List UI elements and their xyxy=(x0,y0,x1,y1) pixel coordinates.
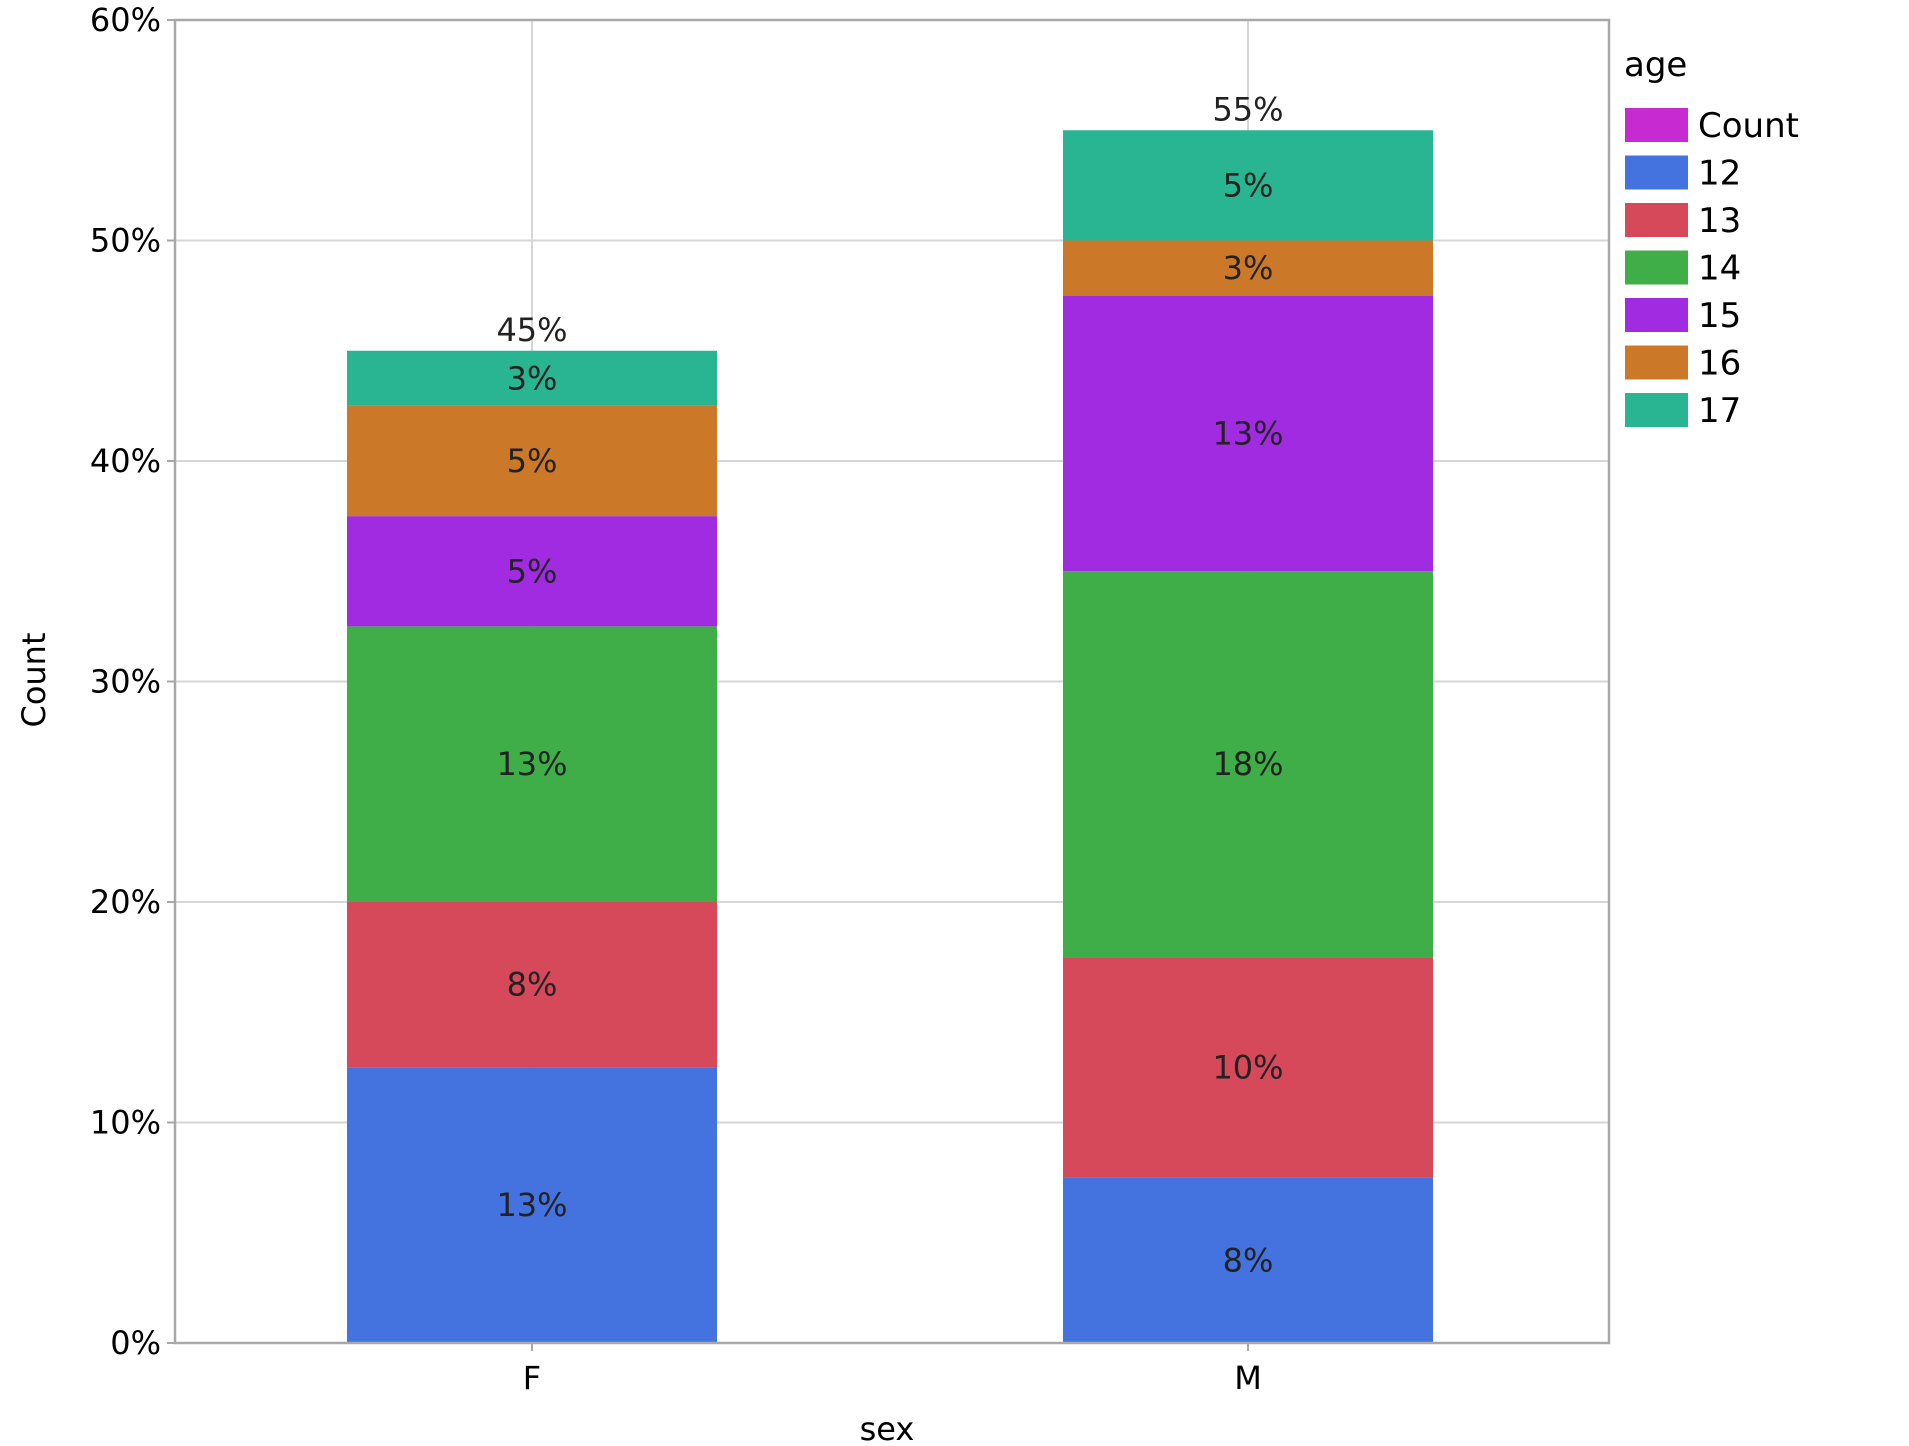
y-tick-label: 0% xyxy=(110,1324,161,1362)
bar-segment xyxy=(1063,571,1433,958)
segment-data-label: 3% xyxy=(1223,249,1274,287)
x-tick-label: F xyxy=(523,1359,541,1397)
x-tick-label: M xyxy=(1234,1359,1262,1397)
bar-segment xyxy=(1063,130,1433,241)
bar-segment xyxy=(347,405,717,517)
legend-label: 15 xyxy=(1698,296,1741,336)
bar-segment xyxy=(1063,957,1433,1178)
legend-label: 16 xyxy=(1698,344,1741,384)
legend-label: 14 xyxy=(1698,249,1741,289)
y-tick-label: 10% xyxy=(90,1104,161,1142)
y-tick-label: 50% xyxy=(90,222,161,260)
legend-swatch xyxy=(1625,250,1688,285)
bar-segment xyxy=(1063,1177,1433,1343)
y-tick-label: 40% xyxy=(90,442,161,480)
segment-data-label: 3% xyxy=(507,359,558,397)
bar-segment xyxy=(347,626,717,902)
legend-label: Count xyxy=(1698,106,1799,146)
segment-labels: 13% 8% 13% 5% 5% 3% 45% 8% 10% 18% 13% 3% 5% 55% xyxy=(496,90,1283,1279)
legend-title: age xyxy=(1624,45,1687,85)
bar-segment xyxy=(1063,295,1433,572)
segment-data-label: 13% xyxy=(1212,414,1283,452)
segment-data-label: 8% xyxy=(507,966,558,1004)
bar-segment xyxy=(347,1067,717,1343)
legend-swatch xyxy=(1625,108,1688,142)
y-tick-label: 30% xyxy=(90,663,161,701)
bar-segment xyxy=(347,516,717,627)
legend-label: 12 xyxy=(1698,154,1741,194)
legend-label: 17 xyxy=(1698,391,1741,431)
x-axis-title: sex xyxy=(860,1410,915,1446)
bar-segment xyxy=(1063,240,1433,296)
y-axis-title: Count xyxy=(15,632,53,727)
y-tick-label: 60% xyxy=(90,1,161,39)
legend-swatch xyxy=(1625,345,1688,380)
segment-data-label: 8% xyxy=(1223,1241,1274,1279)
axes: 0% 10% 20% 30% 40% 50% 60% F M xyxy=(90,1,1262,1397)
segment-data-label: 13% xyxy=(496,1186,567,1224)
legend-swatch xyxy=(1625,393,1688,427)
y-tick-label: 20% xyxy=(90,883,161,921)
legend-swatch xyxy=(1625,155,1688,190)
legend-swatch xyxy=(1625,298,1688,332)
bar-segment xyxy=(347,902,717,1068)
segment-data-label: 13% xyxy=(496,745,567,783)
legend: age Count 12 13 14 15 16 17 xyxy=(1624,45,1799,431)
bar-total-label: 55% xyxy=(1212,90,1283,128)
segment-data-label: 10% xyxy=(1212,1048,1283,1086)
bar-segment xyxy=(347,350,717,406)
segment-data-label: 5% xyxy=(1223,166,1274,204)
segment-data-label: 18% xyxy=(1212,745,1283,783)
segment-data-label: 5% xyxy=(507,442,558,480)
bars xyxy=(347,130,1433,1343)
segment-data-label: 5% xyxy=(507,552,558,590)
bar-total-label: 45% xyxy=(496,311,567,349)
legend-swatch xyxy=(1625,203,1688,237)
legend-label: 13 xyxy=(1698,201,1741,241)
